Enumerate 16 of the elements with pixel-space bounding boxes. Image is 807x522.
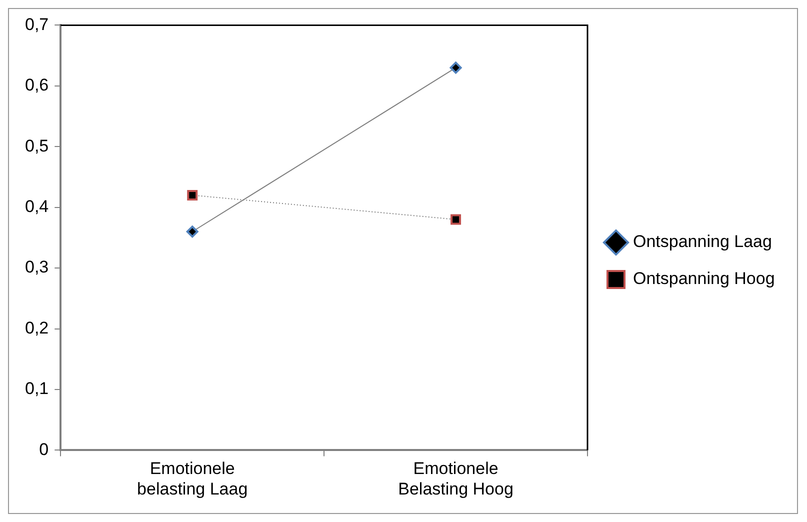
x-tick-label: Emotionele Belasting Hoog — [398, 459, 514, 498]
y-tick-label: 0,5 — [24, 136, 49, 156]
point — [187, 190, 198, 200]
point — [450, 214, 462, 225]
y-tick-label: 0,3 — [24, 258, 49, 277]
y-tick-label: 0 — [39, 440, 49, 459]
y-tick-label: 0,4 — [24, 197, 49, 216]
point — [186, 226, 198, 238]
y-tick-label: 0,6 — [24, 76, 49, 95]
legend-label: Ontspanning Laag — [633, 232, 772, 252]
y-tick-label: 0,1 — [24, 379, 49, 398]
point — [450, 62, 462, 74]
legend-label: Ontspanning Hoog — [633, 269, 775, 288]
y-tick-label: 0,2 — [24, 318, 49, 338]
y-tick-label: 0,7 — [24, 14, 49, 34]
x-tick-label: Emotionele belasting Laag — [137, 459, 248, 498]
